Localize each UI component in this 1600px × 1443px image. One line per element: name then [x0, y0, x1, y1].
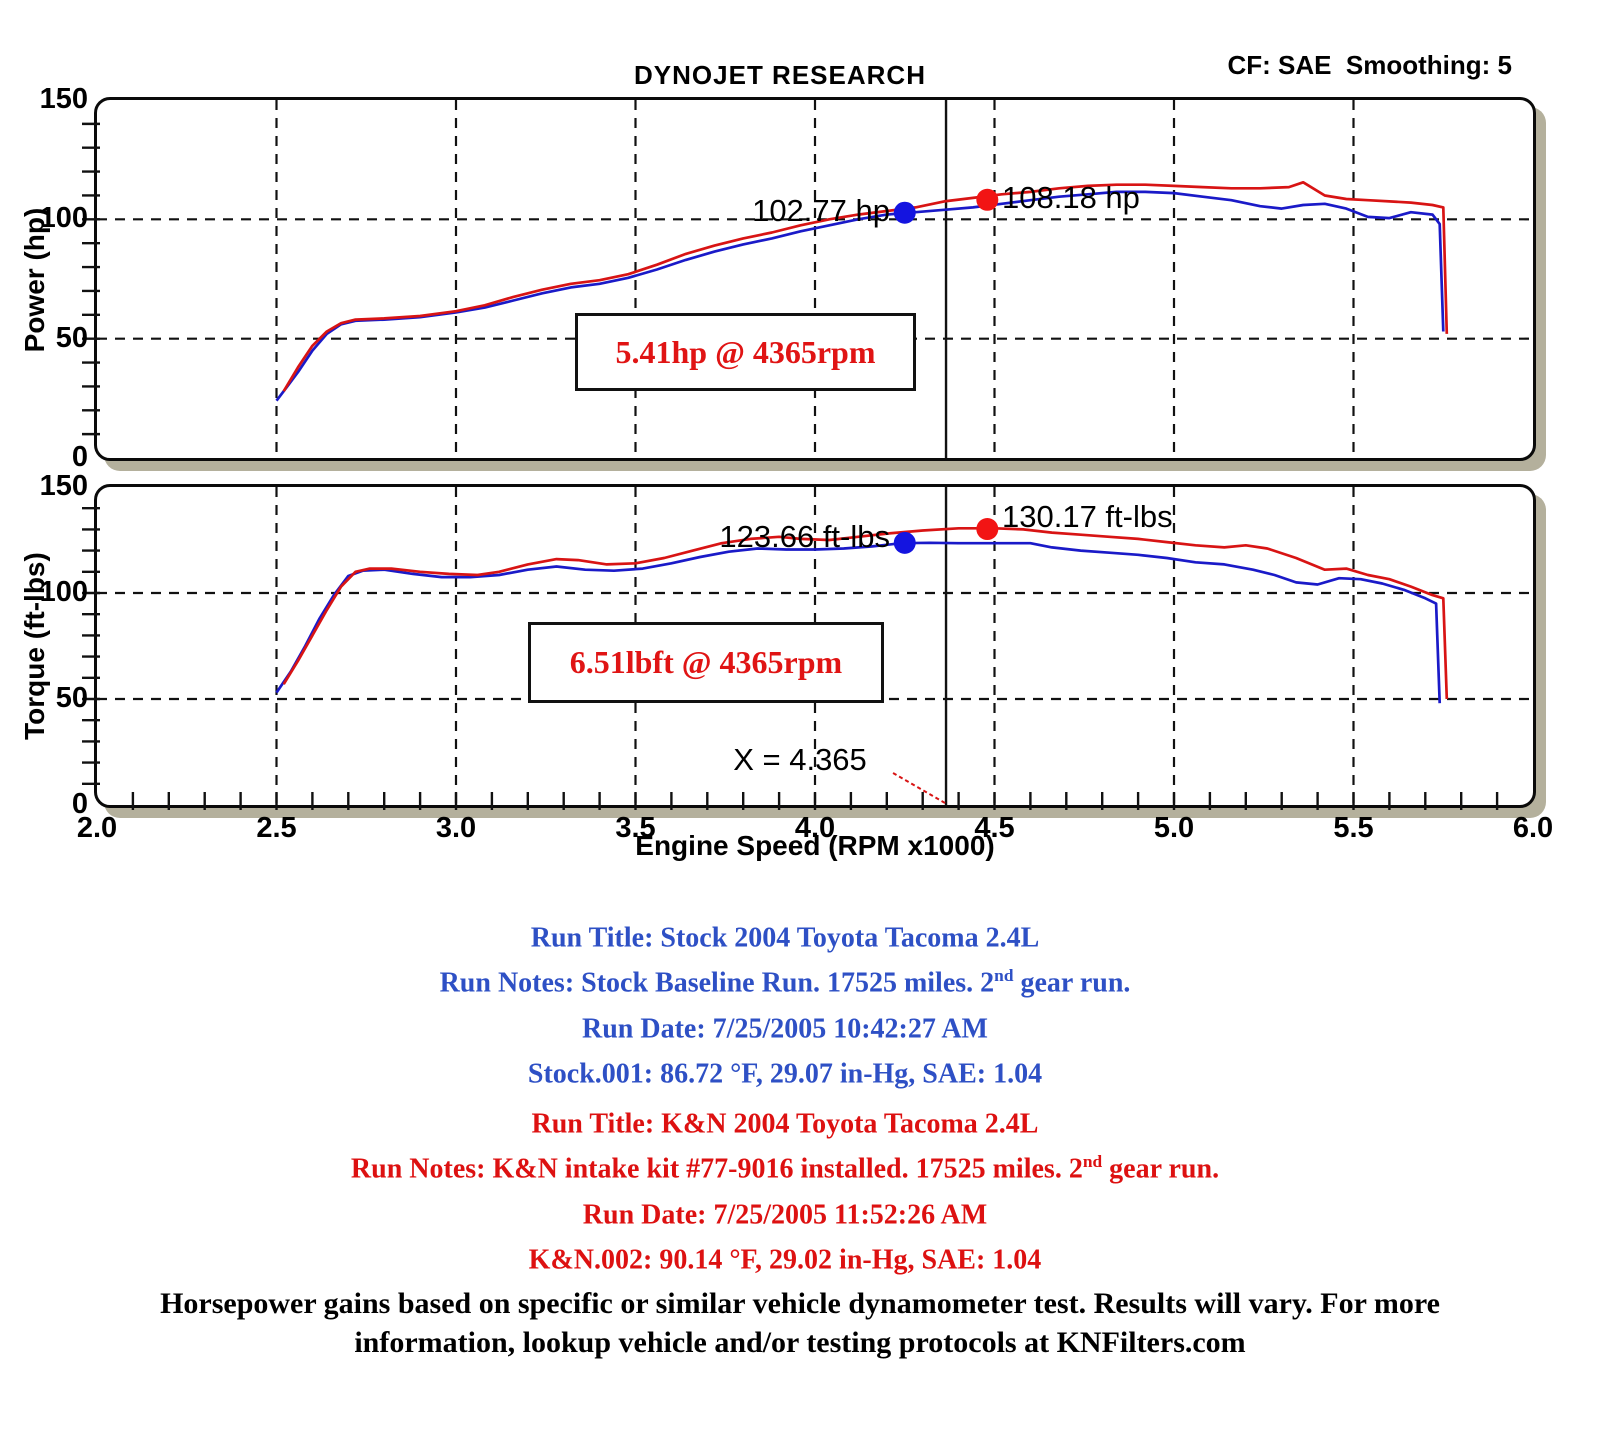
power-y-tick-label: 50 [55, 321, 88, 354]
kn-power-curve [282, 180, 1449, 392]
stock-run-conditions: Stock.001: 86.72 °F, 29.07 in-Hg, SAE: 1… [527, 1058, 1043, 1090]
x-tick-label: 4.5 [974, 812, 1015, 844]
kn-torque-curve [282, 526, 1449, 700]
torque-y-tick-label: 50 [55, 682, 88, 714]
torque-chart-panel: 123.66 ft-lbs 130.17 ft-lbs 6.51lbft @ 4… [82, 484, 1536, 810]
power-gain-text: 5.41hp @ 4365rpm [615, 333, 876, 370]
kn-marker-dot [976, 518, 999, 541]
kn-torque-value-label: 130.17 ft-lbs [1002, 499, 1173, 534]
x-tick-label: 3.5 [615, 812, 656, 844]
stock-run-date: Run Date: 7/25/2005 10:42:27 AM [582, 1012, 988, 1044]
power-y-tick-label: 100 [39, 202, 88, 235]
torque-y-tick-label: 150 [39, 470, 88, 502]
torque-y-tick-label: 100 [39, 576, 88, 608]
disclaimer: Horsepower gains based on specific or si… [0, 1284, 1600, 1362]
kn-run-info: Run Title: K&N 2004 Toyota Tacoma 2.4L R… [0, 1098, 1570, 1279]
cursor-leader-line [892, 772, 946, 804]
torque-gain-text: 6.51lbft @ 4365rpm [569, 644, 843, 680]
stock-power-value-label: 102.77 hp [752, 193, 890, 228]
x-tick-label: 5.0 [1153, 812, 1195, 844]
stock-run-notes: Run Notes: Stock Baseline Run. 17525 mil… [439, 966, 1131, 999]
torque-y-tick-label: 0 [71, 788, 88, 820]
stock-marker-dot [893, 201, 916, 224]
kn-run-conditions: K&N.002: 90.14 °F, 29.02 in-Hg, SAE: 1.0… [528, 1244, 1042, 1276]
x-tick-label: 5.5 [1333, 812, 1374, 844]
kn-run-title: Run Title: K&N 2004 Toyota Tacoma 2.4L [531, 1108, 1039, 1140]
power-chart-panel: 102.77 hp 108.18 hp 5.41hp @ 4365rpm [82, 97, 1536, 461]
x-tick-label: 3.0 [435, 812, 477, 844]
kn-run-notes: Run Notes: K&N intake kit #77-9016 insta… [350, 1152, 1220, 1185]
power-y-tick-label: 150 [39, 83, 88, 115]
power-gain-callout: 5.41hp @ 4365rpm [575, 313, 916, 391]
torque-plot [82, 487, 1533, 810]
kn-marker-dot [976, 188, 999, 211]
stock-run-title: Run Title: Stock 2004 Toyota Tacoma 2.4L [530, 922, 1040, 954]
kn-run-date: Run Date: 7/25/2005 11:52:26 AM [582, 1198, 988, 1230]
disclaimer-line-2: information, lookup vehicle and/or testi… [354, 1326, 1246, 1359]
x-tick-label: 2.0 [76, 812, 118, 844]
correction-smoothing-info: CF: SAE Smoothing: 5 [1227, 50, 1512, 80]
x-axis-title: Engine Speed (RPM x1000) [635, 830, 995, 861]
cursor-x-label: X = 4.365 [733, 742, 867, 777]
torque-gain-callout: 6.51lbft @ 4365rpm [528, 622, 884, 703]
kn-power-value-label: 108.18 hp [1002, 180, 1140, 215]
chart-title: DYNOJET RESEARCH [634, 60, 926, 90]
stock-run-info: Run Title: Stock 2004 Toyota Tacoma 2.4L… [0, 912, 1570, 1093]
x-tick-label: 6.0 [1512, 812, 1554, 844]
stock-torque-curve [275, 541, 1442, 704]
x-tick-label: 2.5 [256, 812, 297, 844]
stock-torque-value-label: 123.66 ft-lbs [719, 519, 890, 554]
power-plot [82, 100, 1533, 458]
stock-marker-dot [893, 531, 916, 554]
torque-axis-title: Torque (ft-lbs) [19, 552, 50, 740]
disclaimer-line-1: Horsepower gains based on specific or si… [160, 1287, 1440, 1320]
power-y-tick-label: 0 [71, 441, 88, 473]
x-tick-label: 4.0 [794, 812, 836, 844]
